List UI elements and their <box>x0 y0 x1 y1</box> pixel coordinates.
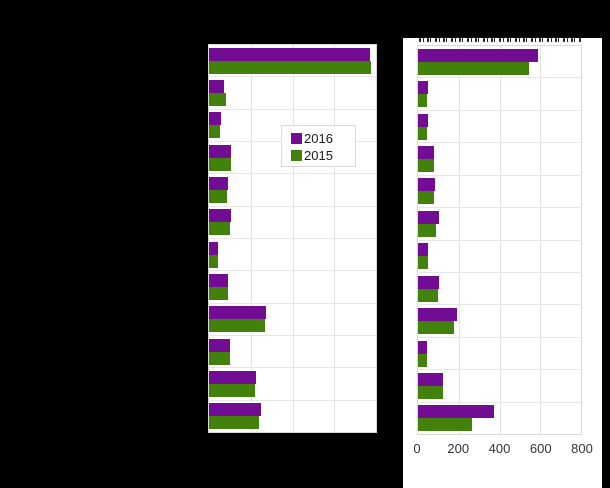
bar-pair-row <box>209 304 376 336</box>
x-tick-label: 400 <box>488 441 511 456</box>
bar-pair-row <box>418 111 581 144</box>
bar-2015 <box>418 385 444 399</box>
bar-2016 <box>209 403 261 417</box>
left-plot-area <box>208 44 377 433</box>
bar-2015 <box>209 189 228 203</box>
bar-2016 <box>209 370 256 384</box>
bar-2015 <box>418 223 437 237</box>
bar-2016 <box>209 79 225 93</box>
x-tick-label: 600 <box>529 441 552 456</box>
clipped-title-fragment <box>419 38 582 42</box>
bar-pair-row <box>418 305 581 338</box>
legend-item-2015: 2015 <box>291 148 355 163</box>
bar-pair-row <box>209 207 376 239</box>
x-tick-label: 800 <box>571 441 593 456</box>
bar-2015 <box>418 321 455 335</box>
x-tick-label: 200 <box>447 441 470 456</box>
bar-2016 <box>418 243 428 257</box>
bar-2015 <box>418 158 434 172</box>
x-tick-label: 0 <box>413 441 421 456</box>
bar-pair-row <box>418 143 581 176</box>
bar-2016 <box>418 113 429 127</box>
bar-2015 <box>418 353 427 367</box>
bar-2016 <box>209 209 232 223</box>
bar-2016 <box>209 144 232 158</box>
bar-pair-row <box>209 336 376 369</box>
bar-pair-row <box>209 368 376 401</box>
bar-2016 <box>418 308 458 322</box>
bar-2015 <box>418 126 428 140</box>
bar-2015 <box>209 125 221 139</box>
bar-pair-row <box>418 403 581 434</box>
bar-2016 <box>418 178 436 192</box>
bar-2016 <box>418 145 434 159</box>
legend: 2016 2015 <box>281 125 356 167</box>
bar-pair-row <box>418 338 581 371</box>
x-axis-tick-labels: 0 200 400 600 800 <box>413 441 592 457</box>
bar-2016 <box>209 273 229 287</box>
bar-pair-row <box>209 142 376 175</box>
bar-2015 <box>418 191 435 205</box>
bar-pair-row <box>418 46 581 79</box>
bar-2016 <box>418 340 427 354</box>
bar-2016 <box>209 338 231 352</box>
bar-2016 <box>209 306 266 320</box>
bar-2015 <box>209 351 231 365</box>
bar-2015 <box>209 92 227 106</box>
bar-2015 <box>209 254 219 268</box>
bar-2015 <box>418 94 427 108</box>
bar-pair-row <box>418 78 581 111</box>
legend-item-2016: 2016 <box>291 131 355 146</box>
bar-2015 <box>418 418 473 432</box>
bar-pair-row <box>418 241 581 273</box>
bar-pair-row <box>418 273 581 306</box>
bar-2016 <box>209 47 370 61</box>
legend-label-2015: 2015 <box>304 148 333 163</box>
bar-2015 <box>418 256 429 270</box>
bar-2016 <box>418 210 439 224</box>
bar-pair-row <box>418 370 581 403</box>
bar-2016 <box>418 48 539 62</box>
bar-2015 <box>209 286 228 300</box>
left-chart-panel <box>208 44 377 433</box>
bar-2015 <box>209 416 260 430</box>
bar-2015 <box>418 61 530 75</box>
bar-pair-row <box>418 176 581 209</box>
bar-2016 <box>418 372 444 386</box>
bar-2016 <box>209 176 229 190</box>
bar-2016 <box>418 405 494 419</box>
bar-2015 <box>209 222 231 236</box>
bar-pair-row <box>209 174 376 207</box>
bar-pair-row <box>209 77 376 110</box>
bar-pair-row <box>418 208 581 241</box>
right-chart-panel: 0 200 400 600 800 <box>403 38 602 488</box>
legend-label-2016: 2016 <box>304 131 333 146</box>
bar-2015 <box>209 60 371 74</box>
bar-2016 <box>418 81 428 95</box>
bar-pair-row <box>209 401 376 432</box>
bar-2015 <box>418 288 439 302</box>
bar-2016 <box>209 241 219 255</box>
bar-2015 <box>209 383 256 397</box>
legend-swatch-2015-icon <box>291 150 302 161</box>
bar-2015 <box>209 157 232 171</box>
bar-2016 <box>418 275 440 289</box>
bar-pair-row <box>209 239 376 272</box>
bar-pair-row <box>209 271 376 304</box>
bar-pair-row <box>209 45 376 78</box>
legend-swatch-2016-icon <box>291 133 302 144</box>
right-plot-area <box>417 45 582 435</box>
bar-2016 <box>209 112 222 126</box>
bar-2015 <box>209 319 265 333</box>
